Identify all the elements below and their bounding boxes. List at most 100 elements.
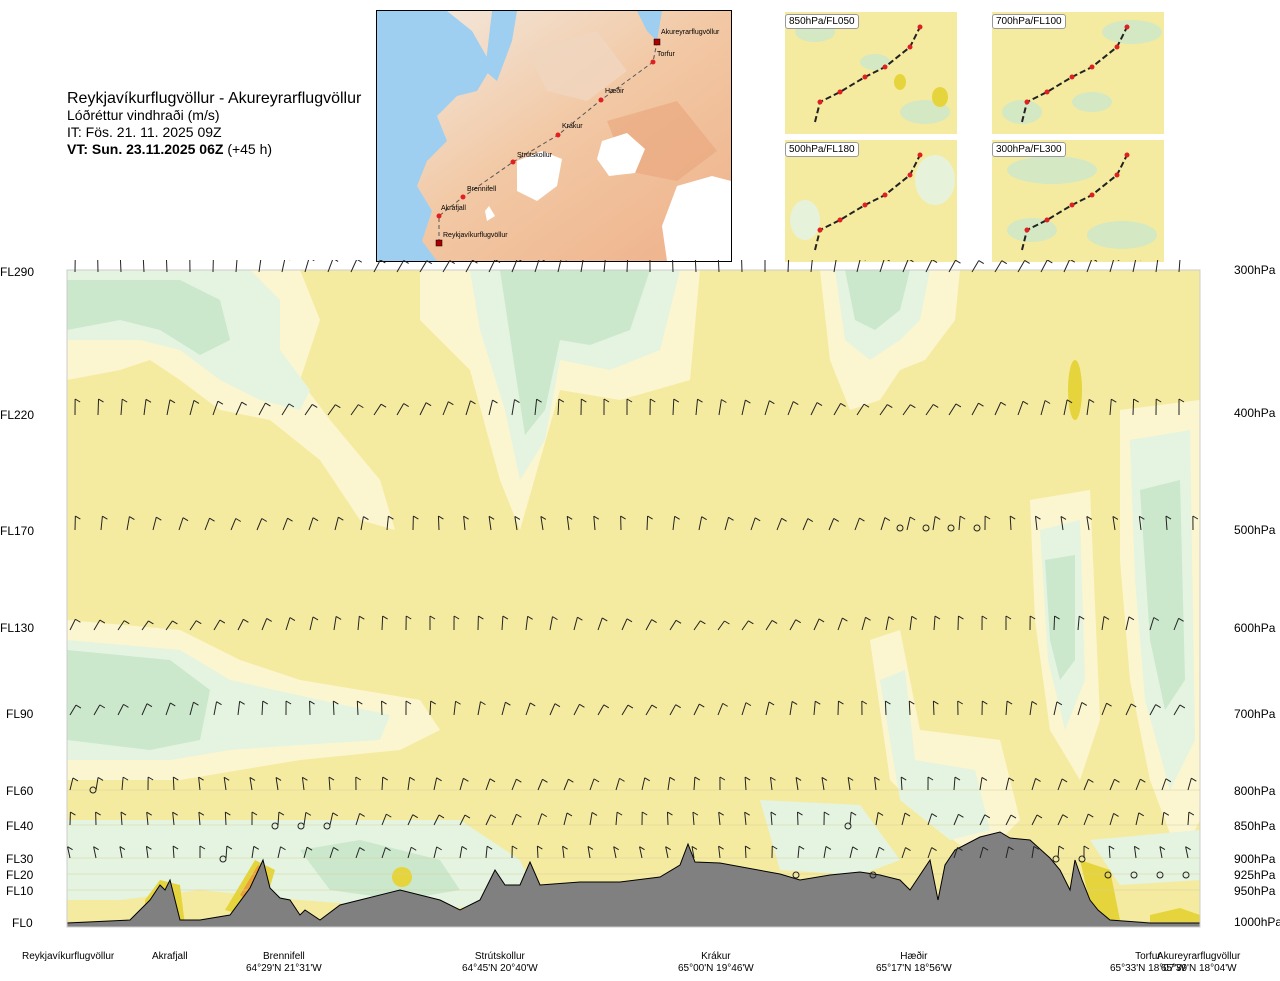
wind-barb-shaft: [718, 846, 721, 859]
place-coord: 64°45'N 20°40'W: [462, 963, 538, 974]
wind-barb-shaft: [1083, 779, 1089, 791]
wind-barb-shaft: [1057, 814, 1064, 826]
wind-barb-feather: [911, 615, 918, 620]
wind-barb-feather: [1078, 615, 1085, 620]
place-haedir: Hæðir 65°17'N 18°56'W: [876, 951, 952, 975]
wind-barb-shaft: [764, 400, 770, 416]
wind-barb-feather: [287, 517, 293, 522]
wind-barb-feather: [603, 398, 610, 403]
wind-barb-shaft: [562, 846, 565, 859]
calm-wind-marker: [1130, 871, 1138, 879]
wind-barb-feather: [357, 260, 363, 263]
wind-barb-shaft: [717, 620, 725, 631]
wind-barb-feather: [885, 700, 891, 705]
wind-barb-shaft: [813, 618, 820, 631]
wind-barb-shaft: [437, 516, 440, 531]
level-map-300-label: 300hPa/FL300: [992, 142, 1066, 157]
wind-barb-shaft: [100, 516, 103, 531]
wind-barb-shaft: [223, 777, 227, 791]
wind-barb-feather: [120, 811, 127, 816]
wind-barb-shaft: [536, 846, 539, 859]
wind-barb-shaft: [172, 846, 175, 859]
wind-barb-feather: [978, 260, 984, 265]
wind-barb-shaft: [580, 260, 584, 273]
wind-barb-shaft: [213, 619, 221, 631]
wind-barb-feather: [381, 700, 387, 705]
wind-barb-feather: [480, 701, 486, 706]
wind-barb-feather: [701, 516, 707, 521]
wind-barb-shaft: [597, 617, 603, 631]
wind-barb-feather: [382, 615, 388, 620]
wind-barb-feather: [492, 399, 498, 404]
wind-barb-shaft: [459, 814, 466, 826]
place-coord: 65°33'N 18°07'W: [1110, 963, 1186, 974]
wind-barb-feather: [359, 847, 365, 852]
wind-barb-feather: [699, 703, 705, 708]
wind-barb-feather: [1056, 701, 1063, 706]
wind-barb-feather: [957, 847, 963, 851]
wind-barb-feather: [768, 701, 775, 706]
wind-barb-shaft: [97, 399, 100, 416]
wind-barb-feather: [579, 703, 585, 708]
wind-barb-shaft: [692, 812, 695, 826]
wind-barb-shaft: [304, 260, 310, 273]
wind-barb-feather: [146, 845, 152, 850]
wind-barb-feather: [1010, 814, 1017, 819]
zone-green-2: [500, 270, 650, 435]
hpa-label-700: 700hPa: [1234, 707, 1276, 721]
wind-barb-feather: [931, 260, 938, 263]
wind-barb-shaft: [693, 703, 700, 716]
wind-barb-shaft: [979, 814, 986, 826]
wind-barb-shaft: [117, 704, 124, 716]
wind-barb-shaft: [511, 779, 517, 791]
wind-barb-shaft: [587, 846, 591, 859]
wind-barb-feather: [266, 617, 272, 622]
wind-barb-shaft: [669, 620, 677, 631]
fl-label-10: FL10: [6, 884, 34, 898]
wind-barb-shaft: [1109, 260, 1114, 273]
wind-barb-shaft: [901, 812, 906, 826]
wind-barb-feather: [1179, 704, 1186, 709]
wind-barb-feather: [463, 777, 469, 782]
wind-barb-shaft: [1112, 516, 1116, 531]
wind-barb-shaft: [178, 517, 184, 531]
wind-barb-shaft: [669, 704, 677, 716]
calm-wind-marker: [1052, 855, 1060, 863]
wind-barb-shaft: [1132, 399, 1135, 416]
wind-barb-feather: [241, 401, 247, 406]
wind-barb-feather: [593, 515, 600, 520]
wind-barb-shaft: [902, 404, 911, 416]
wind-barb-feather: [932, 404, 939, 408]
wind-barb-shaft: [925, 404, 934, 416]
wind-barb-shaft: [1132, 260, 1137, 273]
wind-barb-shaft: [1031, 814, 1038, 826]
wind-barb-feather: [1087, 813, 1094, 818]
wind-barb-feather: [909, 516, 916, 521]
wind-barb-feather: [566, 812, 573, 817]
wind-barb-feather: [601, 617, 608, 622]
wind-barb-shaft: [477, 701, 481, 716]
wind-barb-shaft: [301, 777, 305, 791]
wind-barb-shaft: [874, 777, 877, 791]
wind-barb-shaft: [953, 777, 956, 791]
wind-barb-shaft: [563, 812, 568, 826]
wind-barb-feather: [275, 776, 282, 781]
fl-label-60: FL60: [6, 784, 34, 798]
wind-barb-feather: [172, 811, 178, 816]
level-map-300: 300hPa/FL300: [992, 140, 1164, 262]
wind-barb-feather: [285, 700, 292, 705]
wind-barb-shaft: [1034, 516, 1038, 531]
wind-barb-feather: [833, 518, 840, 522]
wind-barb-feather: [261, 518, 268, 522]
wind-barb-shaft: [770, 812, 773, 826]
fl-label-90: FL90: [6, 707, 34, 721]
wind-barb-shaft: [1086, 399, 1090, 416]
wind-barb-feather: [121, 398, 128, 403]
wind-barb-feather: [253, 845, 260, 850]
wind-barb-feather: [591, 812, 598, 816]
wind-barb-feather: [489, 778, 496, 783]
wind-barb-feather: [552, 616, 558, 621]
wind-barb-feather: [818, 618, 825, 623]
wind-barb-feather: [312, 260, 315, 262]
wind-barb-shaft: [693, 777, 696, 791]
